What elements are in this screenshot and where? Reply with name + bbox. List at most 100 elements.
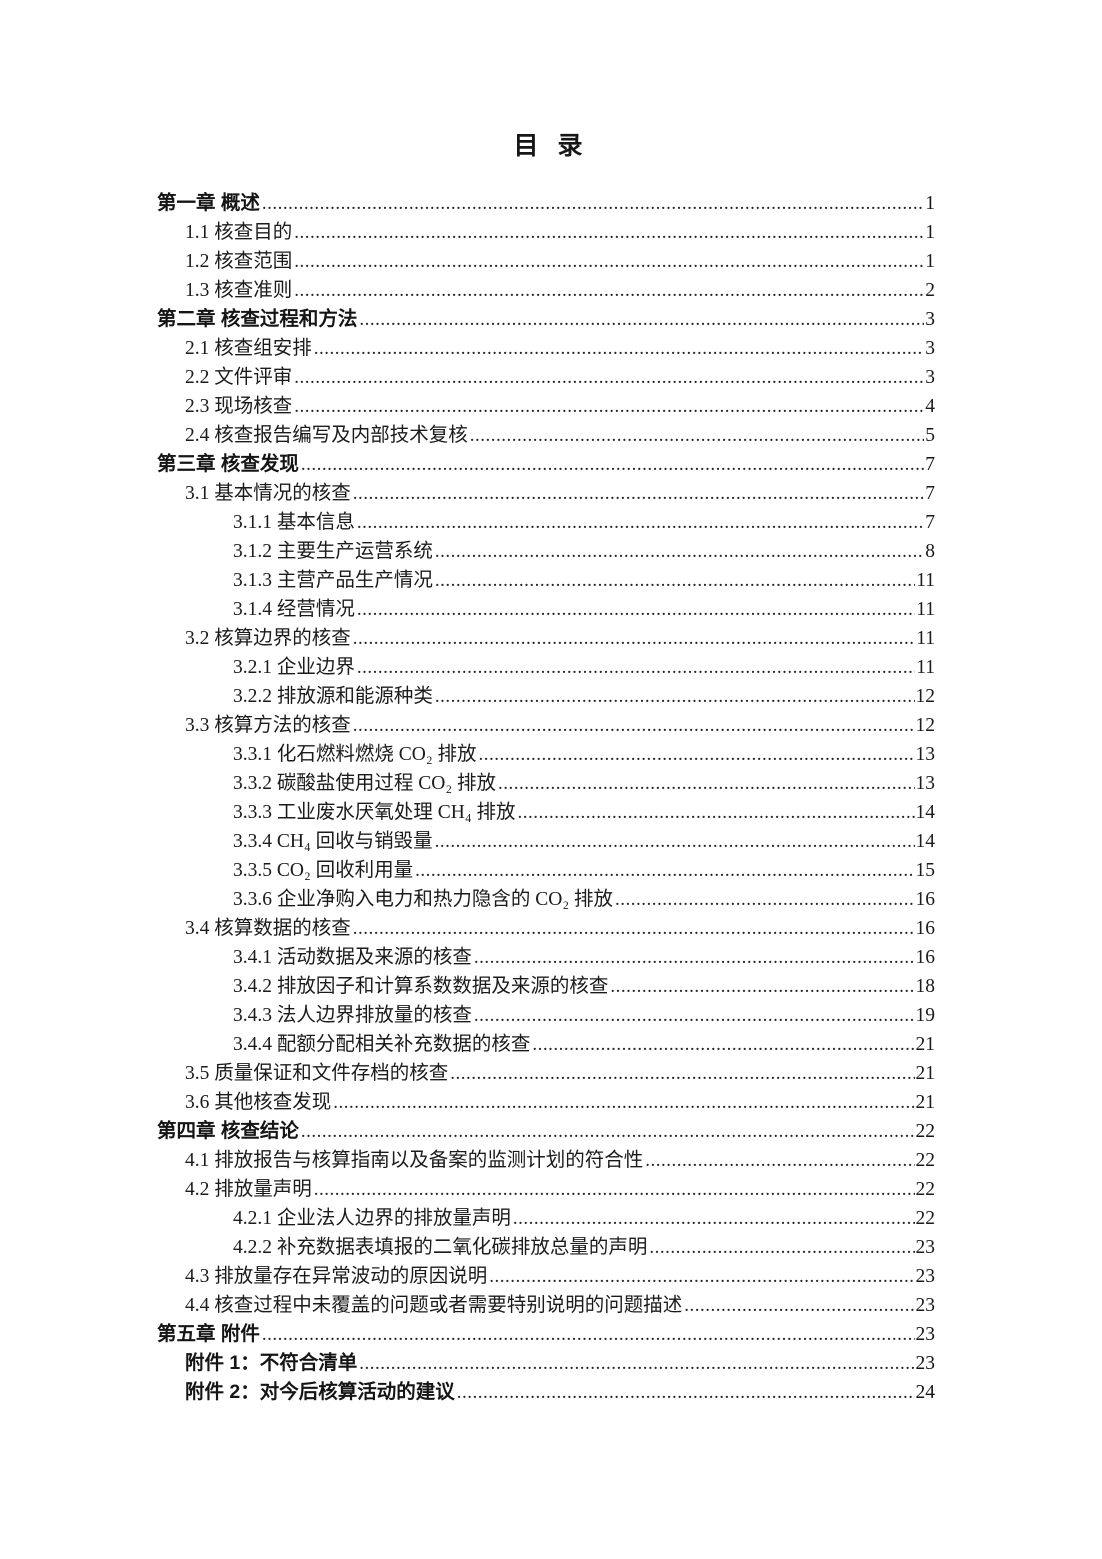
toc-entry-label: 第一章 概述 (157, 192, 260, 214)
toc-entry-label: 附件 1：不符合清单 (185, 1352, 358, 1374)
toc-leader-dots: ........................................… (352, 483, 925, 504)
toc-entry[interactable]: 3.3.3 工业废水厌氧处理 CH₄ 排放 ..................… (157, 798, 935, 827)
toc-leader-dots: ........................................… (294, 367, 925, 388)
toc-entry[interactable]: 4.2.1 企业法人边界的排放量声明 .....................… (157, 1204, 935, 1233)
toc-leader-dots: ........................................… (434, 831, 915, 852)
toc-leader-dots: ........................................… (294, 280, 925, 301)
toc-entry-label: 3.4 核算数据的核查 (185, 918, 351, 939)
toc-leader-dots: ........................................… (434, 541, 924, 562)
toc-page-number: 22 (915, 1150, 936, 1171)
toc-leader-dots: ........................................… (352, 715, 915, 736)
toc-entry[interactable]: 3.3 核算方法的核查 ............................… (157, 711, 935, 740)
toc-entry-label: 3.3.3 工业废水厌氧处理 CH₄ 排放 (233, 802, 516, 823)
toc-leader-dots: ........................................… (456, 1382, 915, 1403)
toc-page-number: 8 (925, 541, 935, 562)
toc-page-number: 3 (925, 309, 935, 330)
toc-entry[interactable]: 3.5 质量保证和文件存档的核查 .......................… (157, 1059, 935, 1088)
toc-entry[interactable]: 2.4 核查报告编写及内部技术复核 ......................… (157, 421, 935, 450)
toc-entry[interactable]: 2.2 文件评审 ...............................… (157, 363, 935, 392)
toc-entry[interactable]: 第五章 附件 .................................… (157, 1320, 935, 1349)
toc-page-number: 13 (915, 773, 936, 794)
toc-leader-dots: ........................................… (434, 570, 915, 591)
toc-entry-label: 4.1 排放报告与核算指南以及备案的监测计划的符合性 (185, 1150, 644, 1171)
toc-leader-dots: ........................................… (649, 1237, 914, 1258)
toc-entry-label: 第五章 附件 (157, 1323, 260, 1345)
toc-entry-label: 3.1 基本情况的核查 (185, 483, 351, 504)
toc-leader-dots: ........................................… (415, 860, 915, 881)
toc-entry[interactable]: 3.4.4 配额分配相关补充数据的核查 ....................… (157, 1030, 935, 1059)
toc-entry[interactable]: 3.1.1 基本信息 .............................… (157, 508, 935, 537)
toc-page-number: 13 (915, 744, 936, 765)
toc-entry[interactable]: 3.3.4 CH₄ 回收与销毁量 .......................… (157, 827, 935, 856)
toc-entry[interactable]: 3.3.2 碳酸盐使用过程 CO₂ 排放 ...................… (157, 769, 935, 798)
toc-leader-dots: ........................................… (478, 744, 915, 765)
toc-page-number: 14 (915, 831, 936, 852)
toc-entry[interactable]: 附件 2：对今后核算活动的建议 ........................… (157, 1378, 935, 1407)
toc-page-number: 1 (925, 222, 935, 243)
toc-page-number: 23 (915, 1237, 936, 1258)
toc-entry-label: 3.4.3 法人边界排放量的核查 (233, 1005, 472, 1026)
toc-leader-dots: ........................................… (645, 1150, 914, 1171)
toc-entry[interactable]: 4.4 核查过程中未覆盖的问题或者需要特别说明的问题描述 ...........… (157, 1291, 935, 1320)
toc-entry[interactable]: 第一章 概述 .................................… (157, 189, 935, 218)
toc-page-number: 23 (915, 1266, 936, 1287)
toc-leader-dots: ........................................… (300, 1121, 915, 1142)
toc-entry[interactable]: 4.1 排放报告与核算指南以及备案的监测计划的符合性 .............… (157, 1146, 935, 1175)
toc-entry[interactable]: 4.3 排放量存在异常波动的原因说明 .....................… (157, 1262, 935, 1291)
toc-entry-label: 1.3 核查准则 (185, 280, 293, 301)
toc-leader-dots: ........................................… (684, 1295, 915, 1316)
toc-entry[interactable]: 第二章 核查过程和方法 ............................… (157, 305, 935, 334)
toc-leader-dots: ........................................… (356, 657, 915, 678)
toc-page-number: 22 (915, 1121, 936, 1142)
toc-leader-dots: ........................................… (352, 628, 915, 649)
toc-entry[interactable]: 3.1.4 经营情况 .............................… (157, 595, 935, 624)
toc-entry-label: 3.4.4 配额分配相关补充数据的核查 (233, 1034, 531, 1055)
toc-entry[interactable]: 3.1.2 主要生产运营系统 .........................… (157, 537, 935, 566)
toc-leader-dots: ........................................… (489, 1266, 915, 1287)
toc-page-number: 21 (915, 1034, 936, 1055)
toc-page-number: 19 (915, 1005, 936, 1026)
toc-page-number: 1 (925, 193, 935, 214)
toc-entry[interactable]: 3.6 其他核查发现 .............................… (157, 1088, 935, 1117)
toc-leader-dots: ........................................… (352, 918, 915, 939)
toc-entry[interactable]: 3.3.6 企业净购入电力和热力隐含的 CO₂ 排放 .............… (157, 885, 935, 914)
toc-entry[interactable]: 3.2 核算边界的核查 ............................… (157, 624, 935, 653)
toc-leader-dots: ........................................… (300, 454, 925, 475)
toc-entry[interactable]: 4.2 排放量声明 ..............................… (157, 1175, 935, 1204)
toc-leader-dots: ........................................… (359, 1353, 914, 1374)
toc-entry[interactable]: 1.1 核查目的 ...............................… (157, 218, 935, 247)
toc-leader-dots: ........................................… (517, 802, 915, 823)
toc-entry[interactable]: 3.1 基本情况的核查 ............................… (157, 479, 935, 508)
toc-entry-label: 3.6 其他核查发现 (185, 1092, 332, 1113)
toc-entry[interactable]: 3.4 核算数据的核查 ............................… (157, 914, 935, 943)
toc-entry-label: 4.2.1 企业法人边界的排放量声明 (233, 1208, 511, 1229)
toc-entry[interactable]: 3.2.2 排放源和能源种类 .........................… (157, 682, 935, 711)
toc-page-number: 12 (915, 715, 936, 736)
toc-entry-label: 3.1.4 经营情况 (233, 599, 355, 620)
toc-page-number: 1 (925, 251, 935, 272)
toc-entry[interactable]: 3.2.1 企业边界 .............................… (157, 653, 935, 682)
toc-entry[interactable]: 2.1 核查组安排 ..............................… (157, 334, 935, 363)
toc-entry-label: 3.3.2 碳酸盐使用过程 CO₂ 排放 (233, 773, 497, 794)
toc-entry[interactable]: 附件 1：不符合清单 .............................… (157, 1349, 935, 1378)
toc-entry[interactable]: 3.4.2 排放因子和计算系数数据及来源的核查 ................… (157, 972, 935, 1001)
toc-entry[interactable]: 3.3.1 化石燃料燃烧 CO₂ 排放 ....................… (157, 740, 935, 769)
toc-entry-label: 2.2 文件评审 (185, 367, 293, 388)
toc-entry-label: 3.3.1 化石燃料燃烧 CO₂ 排放 (233, 744, 477, 765)
toc-entry[interactable]: 第四章 核查结论 ...............................… (157, 1117, 935, 1146)
toc-page-number: 7 (925, 512, 935, 533)
toc-entry[interactable]: 第三章 核查发现 ...............................… (157, 450, 935, 479)
toc-entry[interactable]: 3.1.3 主营产品生产情况 .........................… (157, 566, 935, 595)
toc-entry-label: 2.3 现场核查 (185, 396, 293, 417)
toc-entry[interactable]: 3.4.3 法人边界排放量的核查 .......................… (157, 1001, 935, 1030)
toc-page-number: 11 (916, 628, 935, 649)
toc-entry[interactable]: 1.3 核查准则 ...............................… (157, 276, 935, 305)
toc-page-number: 4 (925, 396, 935, 417)
toc-entry[interactable]: 3.4.1 活动数据及来源的核查 .......................… (157, 943, 935, 972)
toc-page-number: 23 (915, 1324, 936, 1345)
toc-page-number: 21 (915, 1063, 936, 1084)
toc-entry[interactable]: 3.3.5 CO₂ 回收利用量 ........................… (157, 856, 935, 885)
toc-entry[interactable]: 1.2 核查范围 ...............................… (157, 247, 935, 276)
toc-entry[interactable]: 2.3 现场核查 ...............................… (157, 392, 935, 421)
toc-entry[interactable]: 4.2.2 补充数据表填报的二氧化碳排放总量的声明 ..............… (157, 1233, 935, 1262)
